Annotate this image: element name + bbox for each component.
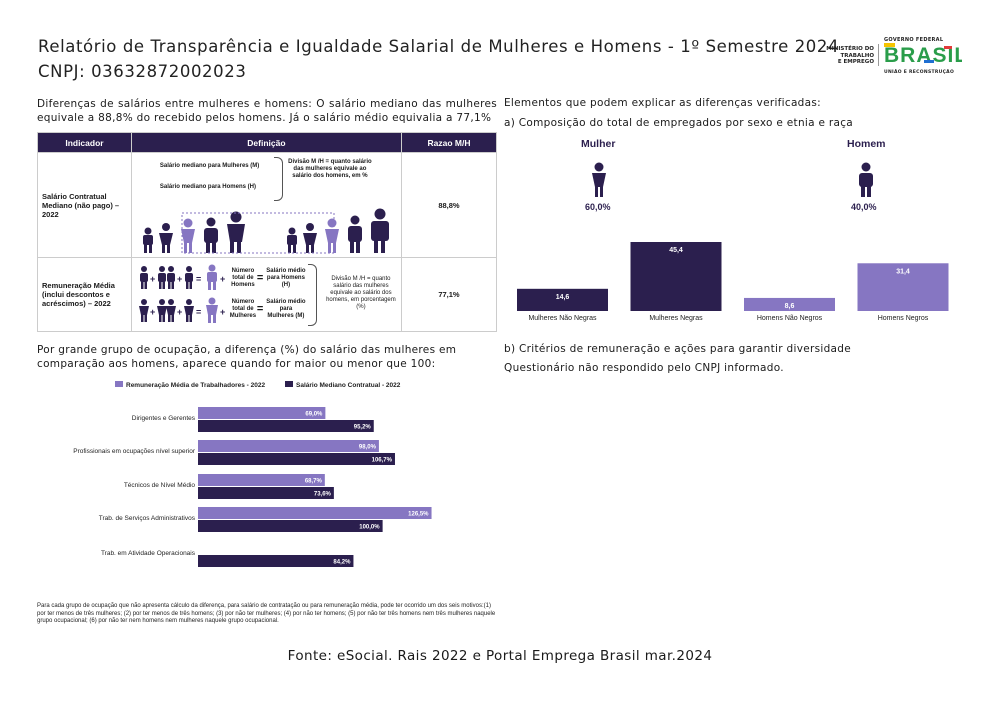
def-women-median: Salário mediano para Mulheres (M) [159,163,260,169]
svg-text:=: = [196,274,201,284]
brace-icon [273,157,283,201]
header-indicador: Indicador [37,132,132,153]
occupation-chart: Remuneração Média de Trabalhadores - 202… [73,381,432,567]
women-pct: 60,0% [585,202,611,212]
men-label: Homem [847,138,886,150]
category-label: Homens Negros [878,315,929,322]
equals-sign: = [256,272,264,284]
def-women-total: Número total de Mulheres [229,299,257,319]
source-note: Fonte: eSocial. Rais 2022 e Portal Empre… [287,648,713,664]
svg-text:+: + [177,307,182,317]
bar-value-label: 73,6% [314,492,332,498]
ratio-cell: 77,1% [400,257,498,332]
men-pct: 40,0% [851,202,877,212]
indicator-cell: Salário Contratual Mediano (não pago) – … [37,152,132,258]
svg-text:+: + [177,274,182,284]
bar-value-label: 84,2% [333,560,351,566]
bar [198,520,383,532]
race-composition-chart: 14,6 Mulheres Não Negras 45,4 Mulheres Negr… [517,242,949,322]
bar [630,242,722,311]
table-header-row: Indicador Definição Razao M/H [37,132,498,153]
right-heading: Elementos que podem explicar as diferenç… [504,97,821,109]
subheading-a: a) Composição do total de empregados por… [504,117,854,129]
legend-label: Salário Mediano Contratual - 2022 [296,382,401,389]
bar [198,487,334,499]
category-label: Homens Não Negros [757,315,823,322]
bar [198,420,374,432]
indicator-cell: Remuneração Média (inclui descontos e ac… [37,257,132,332]
bar-value-label: 8,6 [785,303,795,310]
median-highlight-box [181,212,335,254]
bar-value-label: 68,7% [305,479,323,485]
svg-text:=: = [196,307,201,317]
table-row: Remuneração Média (inclui descontos e ac… [37,257,498,332]
def-note: Divisão M /H = quanto salário das mulher… [288,159,372,179]
bar [198,440,379,452]
man-icon [859,162,873,197]
women-label: Mulher [581,138,616,150]
ministry-label: MINISTÉRIO DO TRABALHO E EMPREGO [826,46,874,65]
def-men-total: Número total de Homens [231,268,255,288]
bar-value-label: 98,0% [359,445,377,451]
bar-value-label: 95,2% [354,425,372,431]
bar-value-label: 126,5% [408,512,429,518]
bar [198,407,326,419]
category-label: Profissionais em ocupações nível superio… [73,448,196,455]
bar [857,263,949,311]
ratio-cell: 88,8% [400,152,498,258]
brace-icon [307,264,317,326]
bar [517,288,608,311]
category-label: Trab. em Atividade Operacionais [101,550,196,557]
bar-value-label: 69,0% [305,412,323,418]
brasil-logo: BRASIL [884,43,967,67]
bar-value-label: 45,4 [669,247,683,254]
legend-swatch [115,381,123,387]
people-icon [142,208,389,253]
table-row: Salário Contratual Mediano (não pago) – … [37,152,498,258]
questionnaire-note: Questionário não respondido pelo CNPJ in… [504,362,784,374]
bar-value-label: 106,7% [372,458,393,464]
bar [198,555,354,567]
bar [198,507,432,519]
def-men-median: Salário mediano para Homens (H) [159,184,256,190]
definition-cell: + + = + + + = [130,257,402,332]
def-note: Divisão M /H = quanto salário das mulher… [326,276,396,310]
occupation-heading: Por grande grupo de ocupação, a diferenç… [37,344,457,370]
report-title: Relatório de Transparência e Igualdade S… [38,37,840,56]
legend-swatch [285,381,293,387]
def-men-avg: Salário médio para Homens (H) [266,268,306,288]
bar [744,297,835,311]
bar-value-label: 14,6 [556,294,570,301]
bar [198,453,395,465]
bar-value-label: 31,4 [896,268,910,275]
category-label: Mulheres Não Negras [528,315,597,322]
category-label: Trab. de Serviços Administrativos [99,515,196,522]
header-divider [878,44,879,66]
cnpj-label: CNPJ: 03632872002023 [38,62,247,81]
bar [198,474,325,486]
indicator-table: Indicador Definição Razao M/H Salário Co… [37,132,498,332]
people-sum-illustration: + + = + + + = [138,264,225,323]
category-label: Dirigentes e Gerentes [132,415,196,422]
woman-icon [592,162,606,197]
svg-text:+: + [150,307,155,317]
header-definicao: Definição [130,132,402,153]
people-median-illustration [142,208,389,254]
def-women-avg: Salário médio para Mulheres (M) [266,299,306,319]
category-label: Técnicos de Nível Médio [124,482,196,489]
equals-sign: = [256,303,264,315]
gov-logo: GOVERNO FEDERAL BRASIL UNIÃO E RECONSTRU… [884,37,967,75]
header-razao: Razao M/H [400,132,498,153]
svg-text:+: + [150,274,155,284]
subheading-b: b) Critérios de remuneração e ações para… [504,343,851,355]
footnote: Para cada grupo de ocupação que não apre… [37,603,496,624]
legend-label: Remuneração Média de Trabalhadores - 202… [126,382,265,389]
svg-text:+: + [220,274,225,284]
intro-text: Diferenças de salários entre mulheres e … [37,98,497,124]
brasil-wordmark: BRASIL [884,44,962,65]
definition-cell: Salário mediano para Mulheres (M) Salári… [130,152,402,258]
bar-value-label: 100,0% [359,525,380,531]
category-label: Mulheres Negras [649,315,703,322]
svg-text:+: + [220,307,225,317]
